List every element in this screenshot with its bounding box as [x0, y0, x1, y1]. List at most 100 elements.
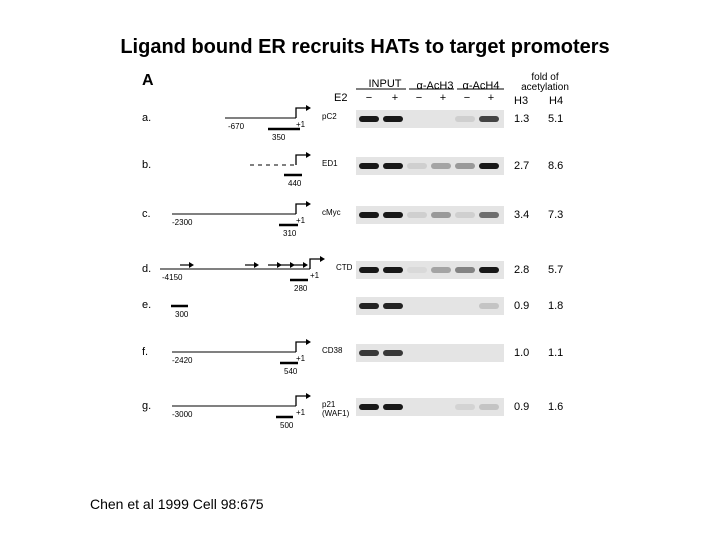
tss-arrow	[295, 341, 306, 352]
h4-fold-value: 7.3	[548, 209, 564, 221]
gel-band	[383, 303, 403, 309]
gel-band	[359, 267, 379, 273]
tss-label: +1	[296, 120, 306, 129]
row-letter: g.	[142, 400, 152, 412]
tss-arrowhead	[306, 393, 311, 399]
row-letter: f.	[142, 346, 149, 358]
gene-name: pC2	[322, 112, 337, 121]
sign-input-plus: +	[391, 92, 399, 104]
sign-input-minus: −	[365, 92, 373, 104]
gel-band	[479, 212, 499, 218]
row-letter: b.	[142, 159, 152, 171]
tss-arrowhead	[306, 201, 311, 207]
gene-name: ED1	[322, 159, 338, 168]
gel-band	[359, 303, 379, 309]
tss-arrow	[295, 395, 306, 406]
gel-band	[383, 350, 403, 356]
h4-fold-value: 1.6	[548, 401, 564, 413]
gene-name: p21 (WAF1)	[322, 400, 350, 418]
gel-band	[479, 303, 499, 309]
gel-band	[455, 116, 475, 122]
tss-arrowhead	[306, 152, 311, 158]
gel-band	[431, 267, 451, 273]
gene-name: CD38	[322, 346, 343, 355]
gene-name: cMyc	[322, 208, 341, 217]
fragment-size: 300	[175, 310, 189, 319]
fold-header-1: fold of	[531, 72, 559, 83]
h4-fold-value: 5.7	[548, 264, 564, 276]
fold-header-2: acetylation	[521, 82, 569, 93]
h3-fold-value: 3.4	[514, 209, 530, 221]
ere-arrowhead	[277, 262, 282, 268]
ere-arrowhead	[303, 262, 308, 268]
tss-arrow	[295, 107, 306, 118]
promoter-start-position: -670	[228, 122, 245, 131]
tss-label: +1	[296, 216, 306, 225]
sign-ach3-minus: −	[415, 92, 423, 104]
h3-header: H3	[514, 95, 529, 107]
h4-header: H4	[549, 95, 564, 107]
gel-band	[407, 267, 427, 273]
h4-fold-value: 1.8	[548, 300, 564, 312]
promoter-start-position: -4150	[162, 273, 183, 282]
fragment-size: 350	[272, 133, 286, 142]
h3-fold-value: 1.3	[514, 113, 530, 125]
citation: Chen et al 1999 Cell 98:675	[90, 496, 264, 512]
tss-label: +1	[310, 271, 320, 280]
tss-arrow	[309, 258, 320, 269]
sign-ach4-plus: +	[487, 92, 495, 104]
slide-title: Ligand bound ER recruits HATs to target …	[120, 36, 610, 58]
tss-arrowhead	[320, 256, 325, 262]
gel-strip	[356, 206, 504, 224]
gel-band	[383, 212, 403, 218]
promoter-start-position: -3000	[172, 410, 193, 419]
row-letter: e.	[142, 299, 152, 311]
promoter-start-position: -2420	[172, 356, 193, 365]
gel-strip	[356, 398, 504, 416]
tss-arrow	[295, 203, 306, 214]
panel-label: A	[142, 72, 154, 89]
ere-arrowhead	[254, 262, 259, 268]
gel-strip	[356, 261, 504, 279]
gel-band	[479, 163, 499, 169]
fragment-size: 310	[283, 229, 297, 238]
row-letter: c.	[142, 208, 151, 220]
gel-band	[455, 163, 475, 169]
tss-label: +1	[296, 408, 306, 417]
h3-fold-value: 2.8	[514, 264, 530, 276]
ere-arrowhead	[290, 262, 295, 268]
tss-arrowhead	[306, 105, 311, 111]
gel-band	[431, 163, 451, 169]
sign-ach4-minus: −	[463, 92, 471, 104]
ere-arrowhead	[189, 262, 194, 268]
h3-fold-value: 0.9	[514, 401, 530, 413]
tss-label: +1	[296, 354, 306, 363]
h3-fold-value: 2.7	[514, 160, 530, 172]
gel-band	[455, 212, 475, 218]
fragment-size: 540	[284, 367, 298, 376]
gel-band	[431, 212, 451, 218]
h4-fold-value: 8.6	[548, 160, 564, 172]
gel-band	[359, 116, 379, 122]
row-letter: d.	[142, 263, 152, 275]
gel-band	[479, 404, 499, 410]
e2-label: E2	[334, 92, 348, 104]
gel-band	[479, 267, 499, 273]
gel-band	[383, 163, 403, 169]
tss-arrow	[295, 154, 306, 165]
gel-band	[359, 404, 379, 410]
fragment-size: 440	[288, 179, 302, 188]
h4-fold-value: 1.1	[548, 347, 564, 359]
gel-band	[455, 404, 475, 410]
gel-strip	[356, 344, 504, 362]
row-letter: a.	[142, 112, 152, 124]
gel-strip	[356, 110, 504, 128]
gel-band	[407, 163, 427, 169]
sign-ach3-plus: +	[439, 92, 447, 104]
gel-band	[383, 404, 403, 410]
tss-arrowhead	[306, 339, 311, 345]
gel-band	[359, 163, 379, 169]
gel-band	[383, 116, 403, 122]
h3-fold-value: 0.9	[514, 300, 530, 312]
